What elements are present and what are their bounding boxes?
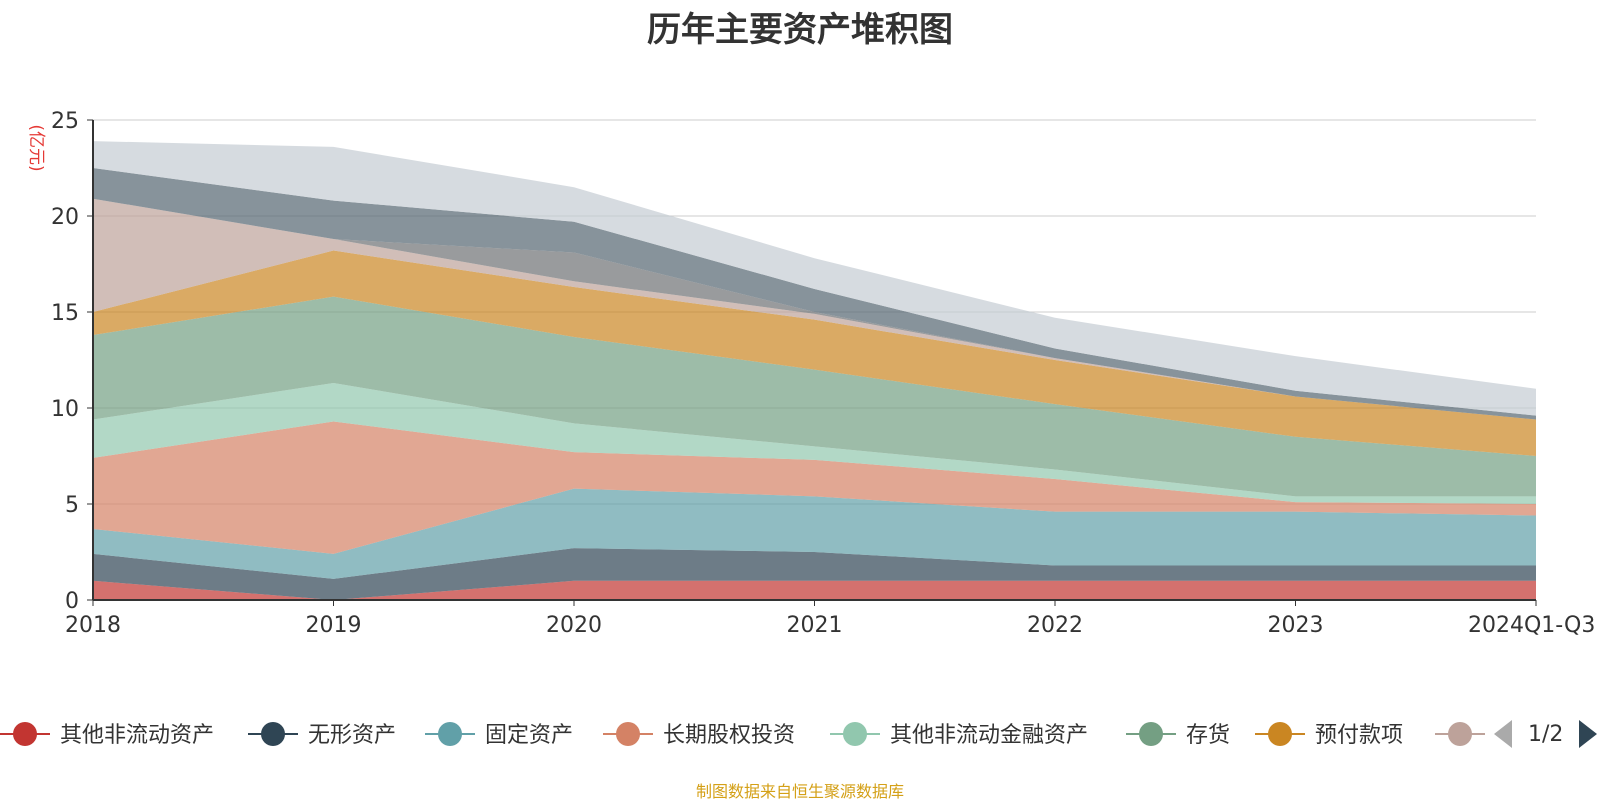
legend-label-2: 固定资产 bbox=[485, 723, 573, 748]
y-axis-unit-label: (亿元) bbox=[26, 124, 46, 171]
x-tick-label-5: 2023 bbox=[1268, 613, 1324, 638]
area-series-10 bbox=[93, 141, 1536, 416]
y-tick-label-25: 25 bbox=[51, 109, 79, 134]
area-series-0 bbox=[93, 580, 1536, 600]
area-series-6 bbox=[93, 250, 1536, 456]
legend-dot-4 bbox=[843, 722, 867, 746]
chart-title: 历年主要资产堆积图 bbox=[647, 10, 953, 50]
source-footer: 制图数据来自恒生聚源数据库 bbox=[695, 782, 904, 801]
legend-next-arrow-icon[interactable] bbox=[1577, 718, 1599, 756]
legend-dot-1 bbox=[261, 722, 285, 746]
y-tick-label-5: 5 bbox=[65, 493, 79, 518]
legend-label-6: 预付款项 bbox=[1315, 723, 1403, 748]
legend-dot-2 bbox=[438, 722, 462, 746]
legend-label-3: 长期股权投资 bbox=[663, 723, 795, 748]
area-series-8 bbox=[93, 198, 1536, 420]
legend-dot-5 bbox=[1139, 722, 1163, 746]
legend-prev-arrow-icon[interactable] bbox=[1492, 718, 1514, 756]
area-series-1 bbox=[93, 548, 1536, 600]
x-tick-label-4: 2022 bbox=[1027, 613, 1083, 638]
legend-label-1: 无形资产 bbox=[308, 723, 396, 748]
y-tick-label-20: 20 bbox=[51, 205, 79, 230]
x-tick-label-2: 2020 bbox=[546, 613, 602, 638]
area-series-2 bbox=[93, 488, 1536, 579]
area-series-3 bbox=[93, 421, 1536, 554]
x-tick-label-6: 2024Q1-Q3 bbox=[1468, 613, 1595, 638]
x-tick-label-1: 2019 bbox=[306, 613, 362, 638]
legend-label-5: 存货 bbox=[1186, 723, 1230, 748]
y-tick-label-0: 0 bbox=[65, 589, 79, 614]
legend-dot-6 bbox=[1268, 722, 1292, 746]
x-tick-label-0: 2018 bbox=[65, 613, 121, 638]
legend-page-indicator: 1/2 bbox=[1528, 722, 1564, 747]
legend-dot-3 bbox=[616, 722, 640, 746]
legend-label-4: 其他非流动金融资产 bbox=[890, 723, 1088, 748]
x-tick-label-3: 2021 bbox=[787, 613, 843, 638]
y-tick-label-10: 10 bbox=[51, 397, 79, 422]
area-series-9 bbox=[93, 168, 1536, 420]
y-tick-label-15: 15 bbox=[51, 301, 79, 326]
area-series-4 bbox=[93, 383, 1536, 504]
legend-dot-0 bbox=[13, 722, 37, 746]
area-series-5 bbox=[93, 296, 1536, 497]
legend-label-0: 其他非流动资产 bbox=[60, 723, 214, 748]
legend-dot-7 bbox=[1448, 722, 1472, 746]
